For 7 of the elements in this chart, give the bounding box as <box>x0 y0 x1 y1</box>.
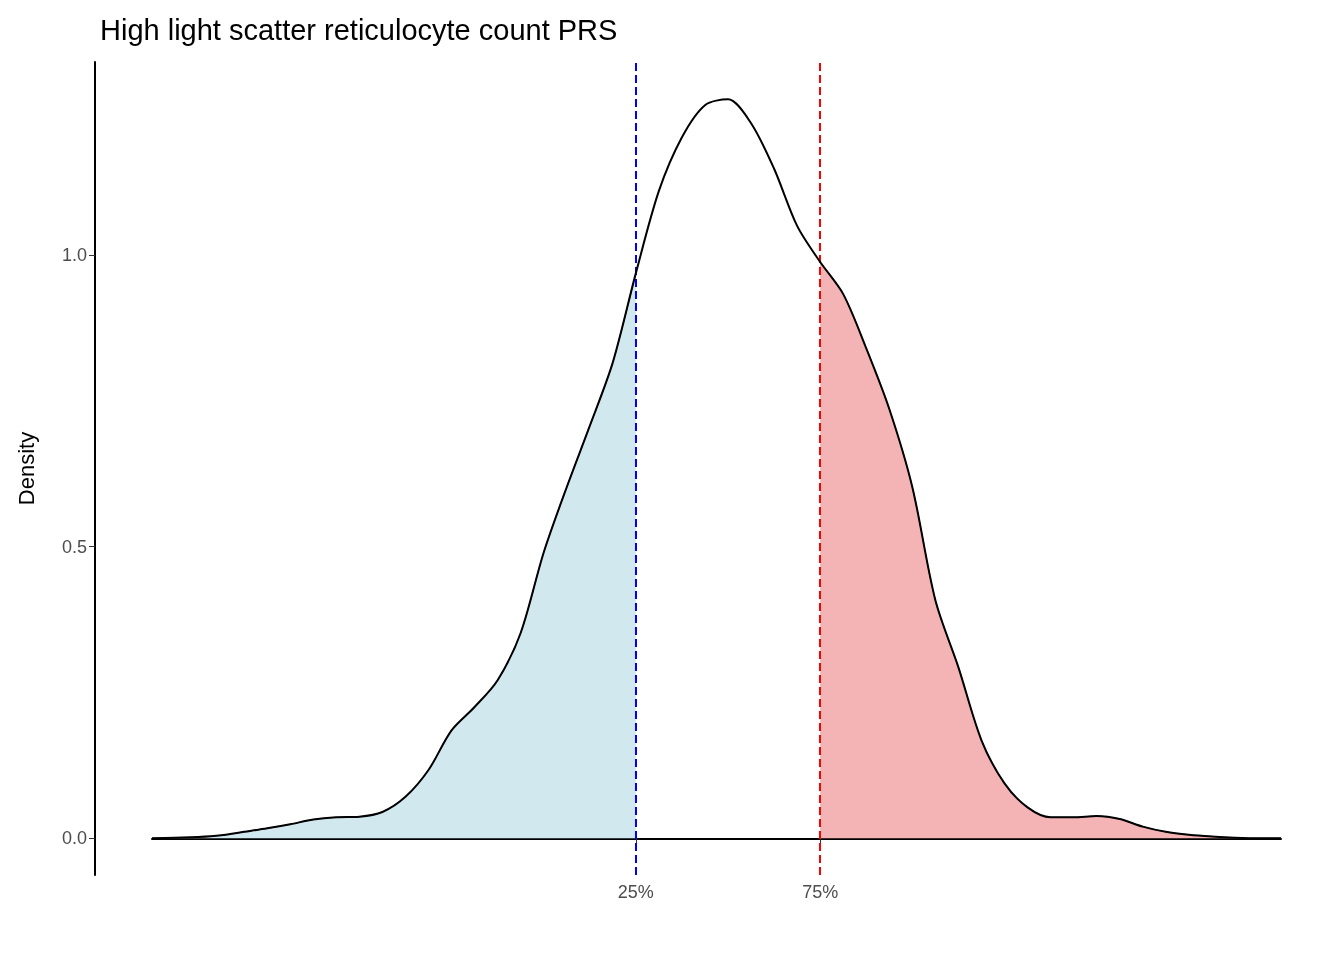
y-axis-title: Density <box>13 431 39 506</box>
y-tick-label: 0.0 <box>61 828 87 849</box>
y-tick-label: 0.5 <box>61 536 87 557</box>
x-tick-label: 25% <box>617 882 654 902</box>
chart-title: High light scatter reticulocyte count PRS <box>100 13 618 46</box>
y-tick-label: 1.0 <box>61 245 87 266</box>
x-tick-label: 75% <box>802 882 839 902</box>
